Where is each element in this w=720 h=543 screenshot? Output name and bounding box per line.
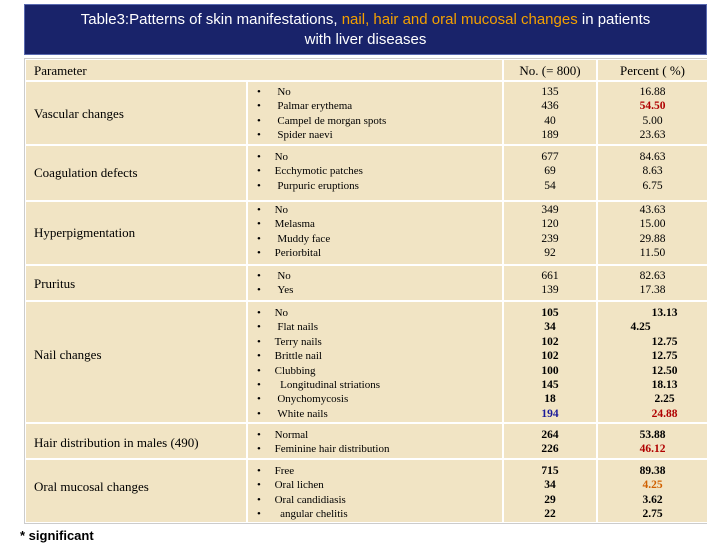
data-table: Parameter No. (= 800) Percent ( %) Vascu… [24,58,708,524]
row-pruritus-pcts: 82.63 17.38 [639,270,666,297]
title-highlight: nail, hair and oral mucosal changes [341,11,578,28]
row-hair-label: Hair distribution in males (490) [34,435,199,450]
row-coagulation-nos: 677 69 54 [541,151,559,192]
header-cell-percent [597,59,708,81]
row-vascular-label: Vascular changes [34,106,124,121]
footnote: * significant [20,528,94,543]
header-percent: Percent ( %) [620,63,685,78]
row-hyperpigmentation-label: Hyperpigmentation [34,225,136,240]
title-part1: Table3:Patterns of skin manifestations, [80,11,342,28]
significant-value: 54.50 [639,100,666,113]
row-coagulation-label: Coagulation defects [34,165,138,180]
row-oral-pcts: 89.38 4.25 3.62 2.75 [639,465,666,521]
row-hair-nos: 264 226 [541,429,559,456]
title-banner [24,4,707,55]
row-nail-label: Nail changes [34,347,102,362]
row-coagulation-items: • No • Ecchymotic patches • Purpuric eru… [257,151,363,192]
row-nail-items: • No • Flat nails • Terry nails • Brittl… [257,307,381,420]
row-pruritus-items: • No • Yes [257,270,294,297]
title-line2: with liver diseases [304,31,427,48]
row-pruritus-nos: 661 139 [541,270,559,297]
row-coagulation-pcts: 84.63 8.63 6.75 [639,151,666,192]
row-nail-pcts: 13.13 4.25 12.75 12.75 12.50 18.13 2.25 24.88 [597,306,708,421]
row-hyperpigmentation-pcts: 43.63 15.00 29.88 11.50 [639,204,666,260]
row-vascular-pcts: 16.88 54.50 5.00 23.63 [597,85,708,143]
header-cell-no [503,59,597,81]
row-oral-items: • Free • Oral lichen • Oral candidiasis … [257,465,348,521]
row-vascular-nos: 135 436 40 189 [541,86,559,142]
table-title: Table3:Patterns of skin manifestations, … [24,10,707,50]
row-nail-nos: 105 34 102 102 100 145 18 194 [541,307,559,420]
row-hyperpigmentation-items: • No • Melasma • Muddy face • Periorbita… [257,204,331,260]
header-no: No. (= 800) [519,63,581,78]
header-cell-parameter [25,59,503,81]
row-hair-pcts: 53.88 46.12 [597,428,708,457]
significant-value: 46.12 [639,443,666,456]
row-oral-nos: 715 34 29 22 [541,465,559,521]
row-pruritus-label: Pruritus [34,276,76,291]
header-parameter: Parameter [34,63,87,78]
row-oral-label: Oral mucosal changes [34,479,149,494]
row-hair-items: • Normal • Feminine hair distribution [257,429,390,456]
significant-value: 24.88 [651,407,678,420]
row-vascular-items: • No • Palmar erythema • Campel de morga… [257,86,387,142]
row-hyperpigmentation-nos: 349 120 239 92 [541,204,559,260]
title-part2: in patients [577,11,651,28]
